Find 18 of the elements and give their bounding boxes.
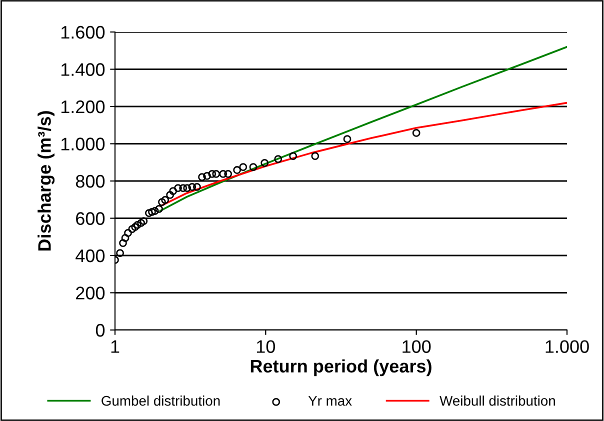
- y-tick-label: 600: [76, 212, 105, 225]
- y-tick-label: 1.600: [61, 26, 105, 39]
- y-tick-label: 400: [76, 249, 105, 262]
- legend-label: Weibull distribution: [440, 396, 555, 406]
- x-tick-label: 1.000: [546, 340, 589, 353]
- y-tick-label: 200: [76, 286, 105, 300]
- y-tick-label: 1.400: [61, 63, 105, 76]
- y-tick-label: 1.200: [61, 100, 105, 114]
- legend-label: Gumbel distribution: [102, 396, 220, 406]
- y-axis-title: Discharge (m³/s): [38, 111, 55, 251]
- y-tick-label: 800: [76, 174, 105, 188]
- x-axis-title: Return period (years): [250, 359, 432, 376]
- legend-label: Yr max: [308, 396, 352, 406]
- x-tick-label: 10: [257, 340, 276, 353]
- x-tick-label: 100: [402, 340, 431, 353]
- x-tick-label: 1: [111, 340, 120, 353]
- y-tick-label: 1.000: [61, 138, 105, 150]
- y-tick-label: 0: [96, 324, 105, 337]
